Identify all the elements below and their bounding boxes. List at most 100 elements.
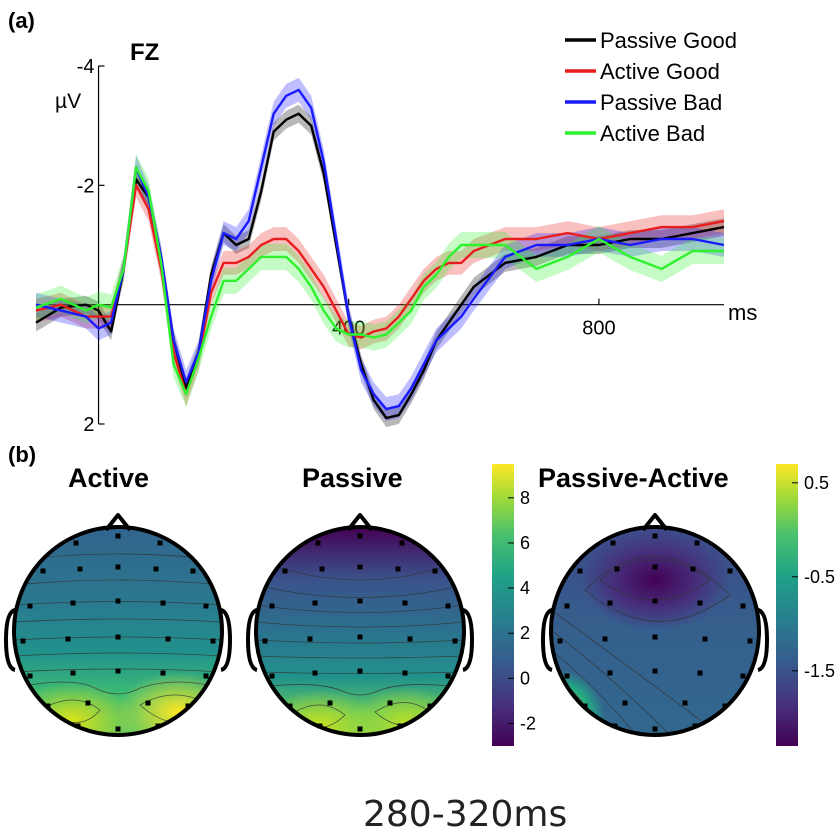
panel-a-label: (a) — [8, 8, 35, 33]
electrode-marker — [319, 566, 325, 572]
series-band — [36, 173, 724, 407]
electrode-marker — [577, 568, 583, 574]
electrode-marker — [115, 634, 121, 640]
series-line — [35, 112, 725, 420]
panel-b-label: (b) — [8, 442, 36, 467]
electrode-marker — [145, 700, 151, 706]
electrode-marker — [697, 600, 703, 606]
electrode-marker — [203, 603, 209, 609]
electrode-marker — [165, 636, 171, 642]
electrode-marker — [312, 670, 318, 676]
electrode-marker — [722, 703, 728, 709]
electrode-marker — [387, 700, 393, 706]
electrode-marker — [694, 540, 700, 546]
colorbar-tick-label: -1.5 — [804, 661, 835, 681]
colorbar-active-passive: 8 6 4 2 0 -2 — [492, 464, 536, 746]
electrode-marker — [402, 600, 408, 606]
topomap-active — [3, 513, 233, 737]
electrode-marker — [269, 673, 275, 679]
series-lines — [35, 88, 725, 420]
x-tick-label: 800 — [582, 318, 615, 340]
electrode-marker — [153, 566, 159, 572]
series-line — [35, 88, 725, 411]
electrode-marker — [602, 636, 608, 642]
electrode-marker — [115, 668, 121, 674]
electrode-marker — [115, 564, 121, 570]
electrode-marker — [157, 540, 163, 546]
electrode-marker — [727, 568, 733, 574]
electrode-marker — [407, 636, 413, 642]
electrode-marker — [740, 603, 746, 609]
electrode-marker — [740, 673, 746, 679]
electrode-marker — [395, 566, 401, 572]
electrode-marker — [210, 638, 216, 644]
electrode-marker — [40, 568, 46, 574]
electrode-marker — [73, 540, 79, 546]
electrode-marker — [582, 703, 588, 709]
electrode-marker — [702, 636, 708, 642]
electrode-marker — [287, 703, 293, 709]
colorbar-passive-active: 0.5 -0.5 -1.5 — [776, 464, 835, 746]
electrode-marker — [317, 723, 323, 729]
electrode-marker — [652, 598, 658, 604]
colorbar-tick-label: -0.5 — [804, 567, 835, 587]
electrode-marker — [357, 634, 363, 640]
series-band — [36, 104, 724, 428]
electrode-marker — [697, 670, 703, 676]
electrode-marker — [190, 568, 196, 574]
electrode-marker — [357, 726, 363, 732]
electrode-marker — [70, 600, 76, 606]
x-axis-label: ms — [728, 300, 757, 325]
series-band — [36, 77, 724, 422]
colorbar-tick-label: 2 — [520, 623, 530, 643]
confidence-bands — [36, 77, 724, 428]
y-tick-label: -4 — [77, 56, 95, 78]
electrode-marker — [45, 703, 51, 709]
series-line — [35, 166, 724, 396]
electrode-marker — [357, 668, 363, 674]
electrode-marker — [27, 603, 33, 609]
electrode-marker — [445, 673, 451, 679]
electrode-marker — [307, 636, 313, 642]
legend-label: Passive Bad — [600, 90, 722, 115]
y-axis-label: µV — [55, 90, 81, 113]
topomap-passive-active — [540, 513, 770, 737]
electrode-marker — [607, 600, 613, 606]
electrode-marker — [690, 566, 696, 572]
electrode-marker — [564, 603, 570, 609]
electrode-marker — [262, 638, 268, 644]
electrode-marker — [315, 540, 321, 546]
electrode-marker — [612, 723, 618, 729]
electrode-marker — [357, 598, 363, 604]
electrode-marker — [357, 533, 363, 539]
colorbar-tick-label: 8 — [520, 488, 530, 508]
electrode-marker — [692, 723, 698, 729]
legend-label: Passive Good — [600, 28, 737, 53]
electrode-marker — [77, 566, 83, 572]
electrode-marker — [312, 600, 318, 606]
electrode-marker — [115, 726, 121, 732]
map-title-active: Active — [68, 463, 149, 493]
electrode-marker — [557, 638, 563, 644]
electrode-marker — [327, 700, 333, 706]
electrode-marker — [65, 636, 71, 642]
electrode-marker — [652, 564, 658, 570]
electrode-marker — [75, 723, 81, 729]
electrode-marker — [452, 638, 458, 644]
electrode-marker — [402, 670, 408, 676]
chart-title: FZ — [130, 39, 159, 66]
electrode-marker — [70, 670, 76, 676]
electrode-marker — [427, 703, 433, 709]
legend-label: Active Good — [600, 59, 720, 84]
electrode-marker — [203, 673, 209, 679]
legend-label: Active Bad — [600, 121, 705, 146]
electrode-marker — [155, 723, 161, 729]
colorbar-tick-label: 0 — [520, 668, 530, 688]
electrode-marker — [607, 670, 613, 676]
topomap-passive — [245, 513, 475, 737]
colorbar-tick-label: 4 — [520, 578, 530, 598]
electrode-marker — [652, 726, 658, 732]
series-line — [35, 184, 725, 396]
electrode-marker — [397, 723, 403, 729]
